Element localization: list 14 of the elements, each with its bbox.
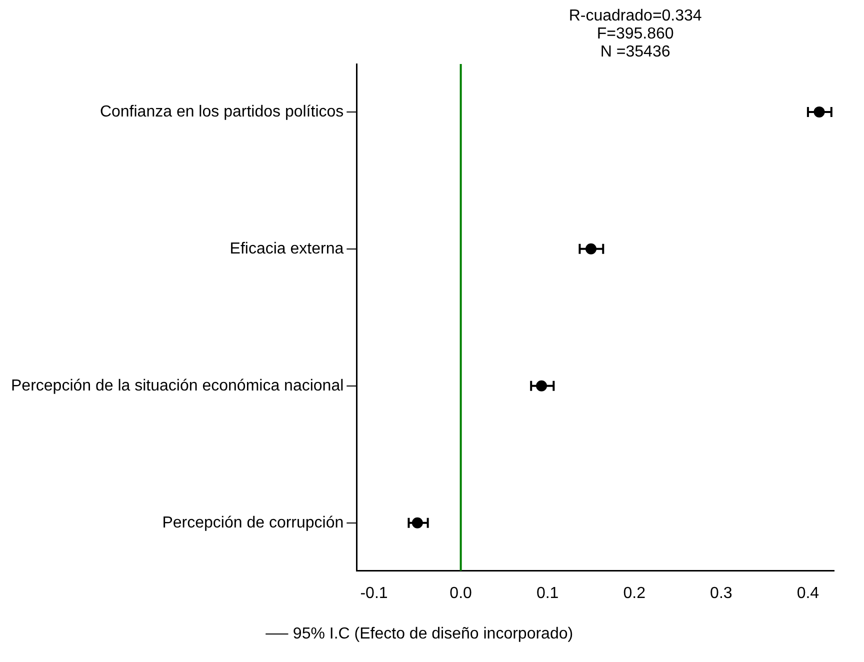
x-tick-label: -0.1 (360, 584, 388, 602)
x-tick-label: 0.2 (623, 584, 646, 602)
text: F=395.860 (596, 25, 674, 42)
x-tick-label: 0.1 (536, 584, 559, 602)
y-tick-label: Percepción de corrupción (162, 514, 344, 532)
x-tick-label: 0.3 (710, 584, 732, 602)
text: R-cuadrado=0.334 (568, 7, 702, 24)
x-tick-label: 0.4 (796, 584, 820, 602)
legend-label: 95% I.C (Efecto de diseño incorporado) (292, 625, 574, 642)
y-tick-label: Percepción de la situación económica nacional (10, 377, 344, 394)
x-tick-label: 0.0 (450, 584, 472, 602)
y-tick-label: Eficacia externa (230, 240, 344, 258)
text: N =35436 (600, 43, 670, 60)
y-tick-label: Confianza en los partidos políticos (100, 103, 344, 120)
